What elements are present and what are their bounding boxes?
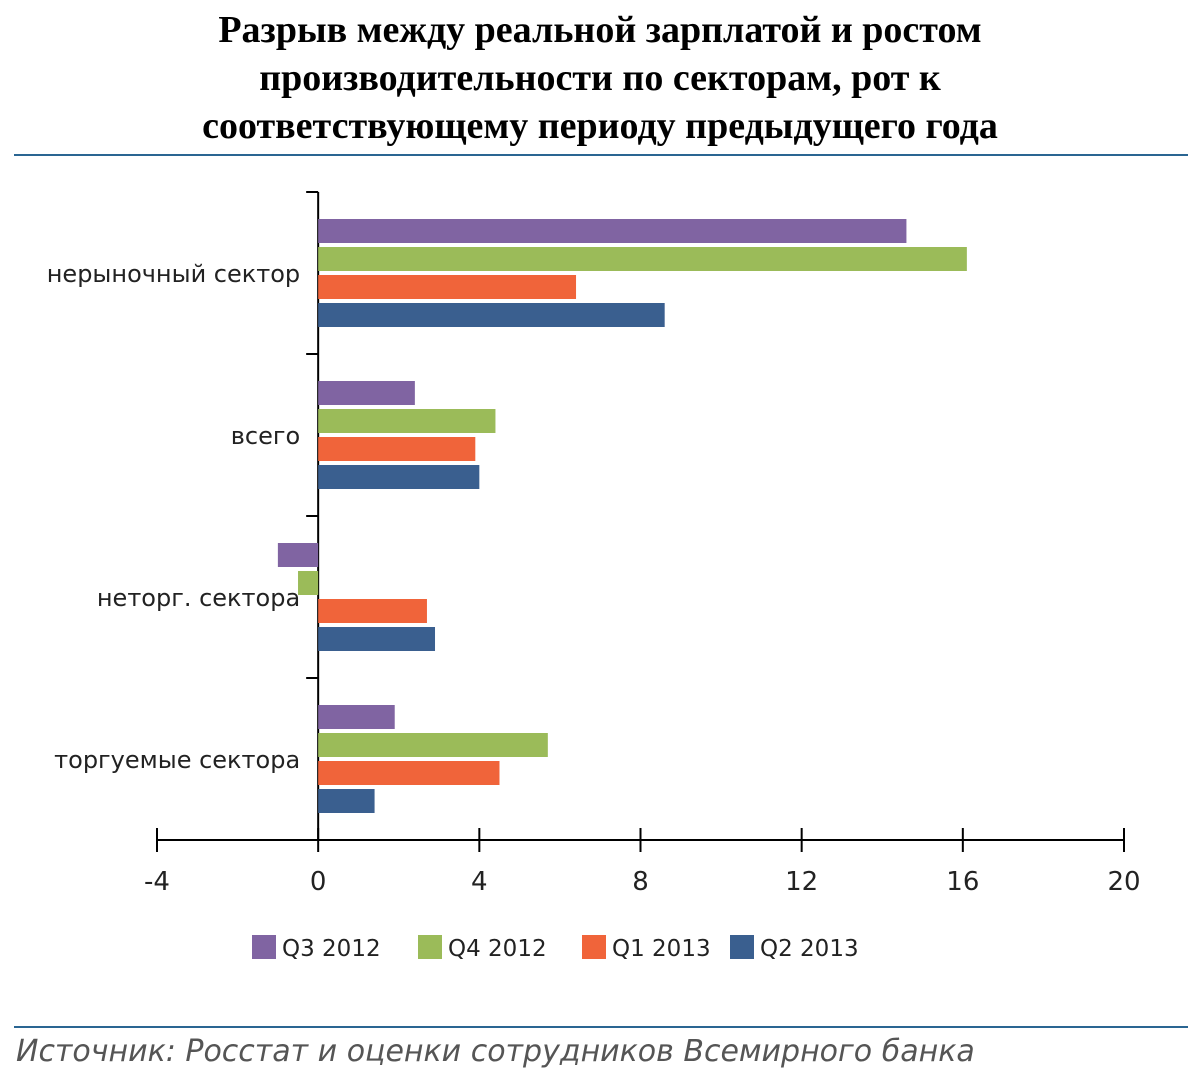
x-tick-label: 4: [471, 867, 488, 897]
x-tick-label: 8: [632, 867, 649, 897]
category-label: торгуемые сектора: [54, 746, 300, 774]
bar-mark: [318, 599, 427, 623]
legend-swatch: [418, 935, 442, 959]
bar-mark: [277, 543, 319, 567]
bar-mark: [318, 247, 967, 271]
bar-mark: [318, 705, 395, 729]
bar-chart: нерыночный сектор всего неторг. сектора тор…: [47, 191, 1141, 962]
chart-title-line-3: соответствующему периоду предыдущего год…: [202, 105, 998, 147]
x-tick-label: 12: [785, 867, 818, 897]
legend-label: Q4 2012: [448, 936, 547, 962]
legend-label: Q3 2012: [282, 936, 381, 962]
bar-mark: [298, 571, 319, 595]
bar-mark: [318, 409, 496, 433]
x-tick-label: 16: [946, 867, 979, 897]
x-tick-label: 20: [1107, 867, 1140, 897]
source-note: Источник: Росстат и оценки сотрудников В…: [16, 1034, 975, 1069]
bar-mark: [318, 219, 907, 243]
x-tick-label: 0: [310, 867, 327, 897]
legend-swatch: [252, 935, 276, 959]
bar-mark: [318, 381, 415, 405]
x-tick-label: -4: [144, 867, 170, 897]
bar-mark: [318, 733, 548, 757]
category-label: нерыночный сектор: [47, 260, 300, 288]
legend-swatch: [730, 935, 754, 959]
legend-swatch: [582, 935, 606, 959]
chart-title-line-1: Разрыв между реальной зарплатой и ростом: [218, 9, 982, 51]
bottom-divider: [14, 1026, 1188, 1028]
legend-label: Q1 2013: [612, 936, 711, 962]
bar-mark: [318, 275, 577, 299]
bar-mark: [318, 303, 665, 327]
bar-mark: [318, 465, 480, 489]
category-label: неторг. сектора: [97, 584, 300, 612]
legend-label: Q2 2013: [760, 936, 859, 962]
category-label: всего: [231, 422, 300, 450]
bar-mark: [318, 789, 375, 813]
bar-mark: [318, 761, 500, 785]
chart-title-line-2: производительности по секторам, рот к: [259, 57, 941, 99]
bar-mark: [318, 437, 476, 461]
top-divider: [14, 154, 1188, 156]
chart-title: Разрыв между реальной зарплатой и ростом…: [0, 6, 1200, 150]
bar-mark: [318, 627, 436, 651]
